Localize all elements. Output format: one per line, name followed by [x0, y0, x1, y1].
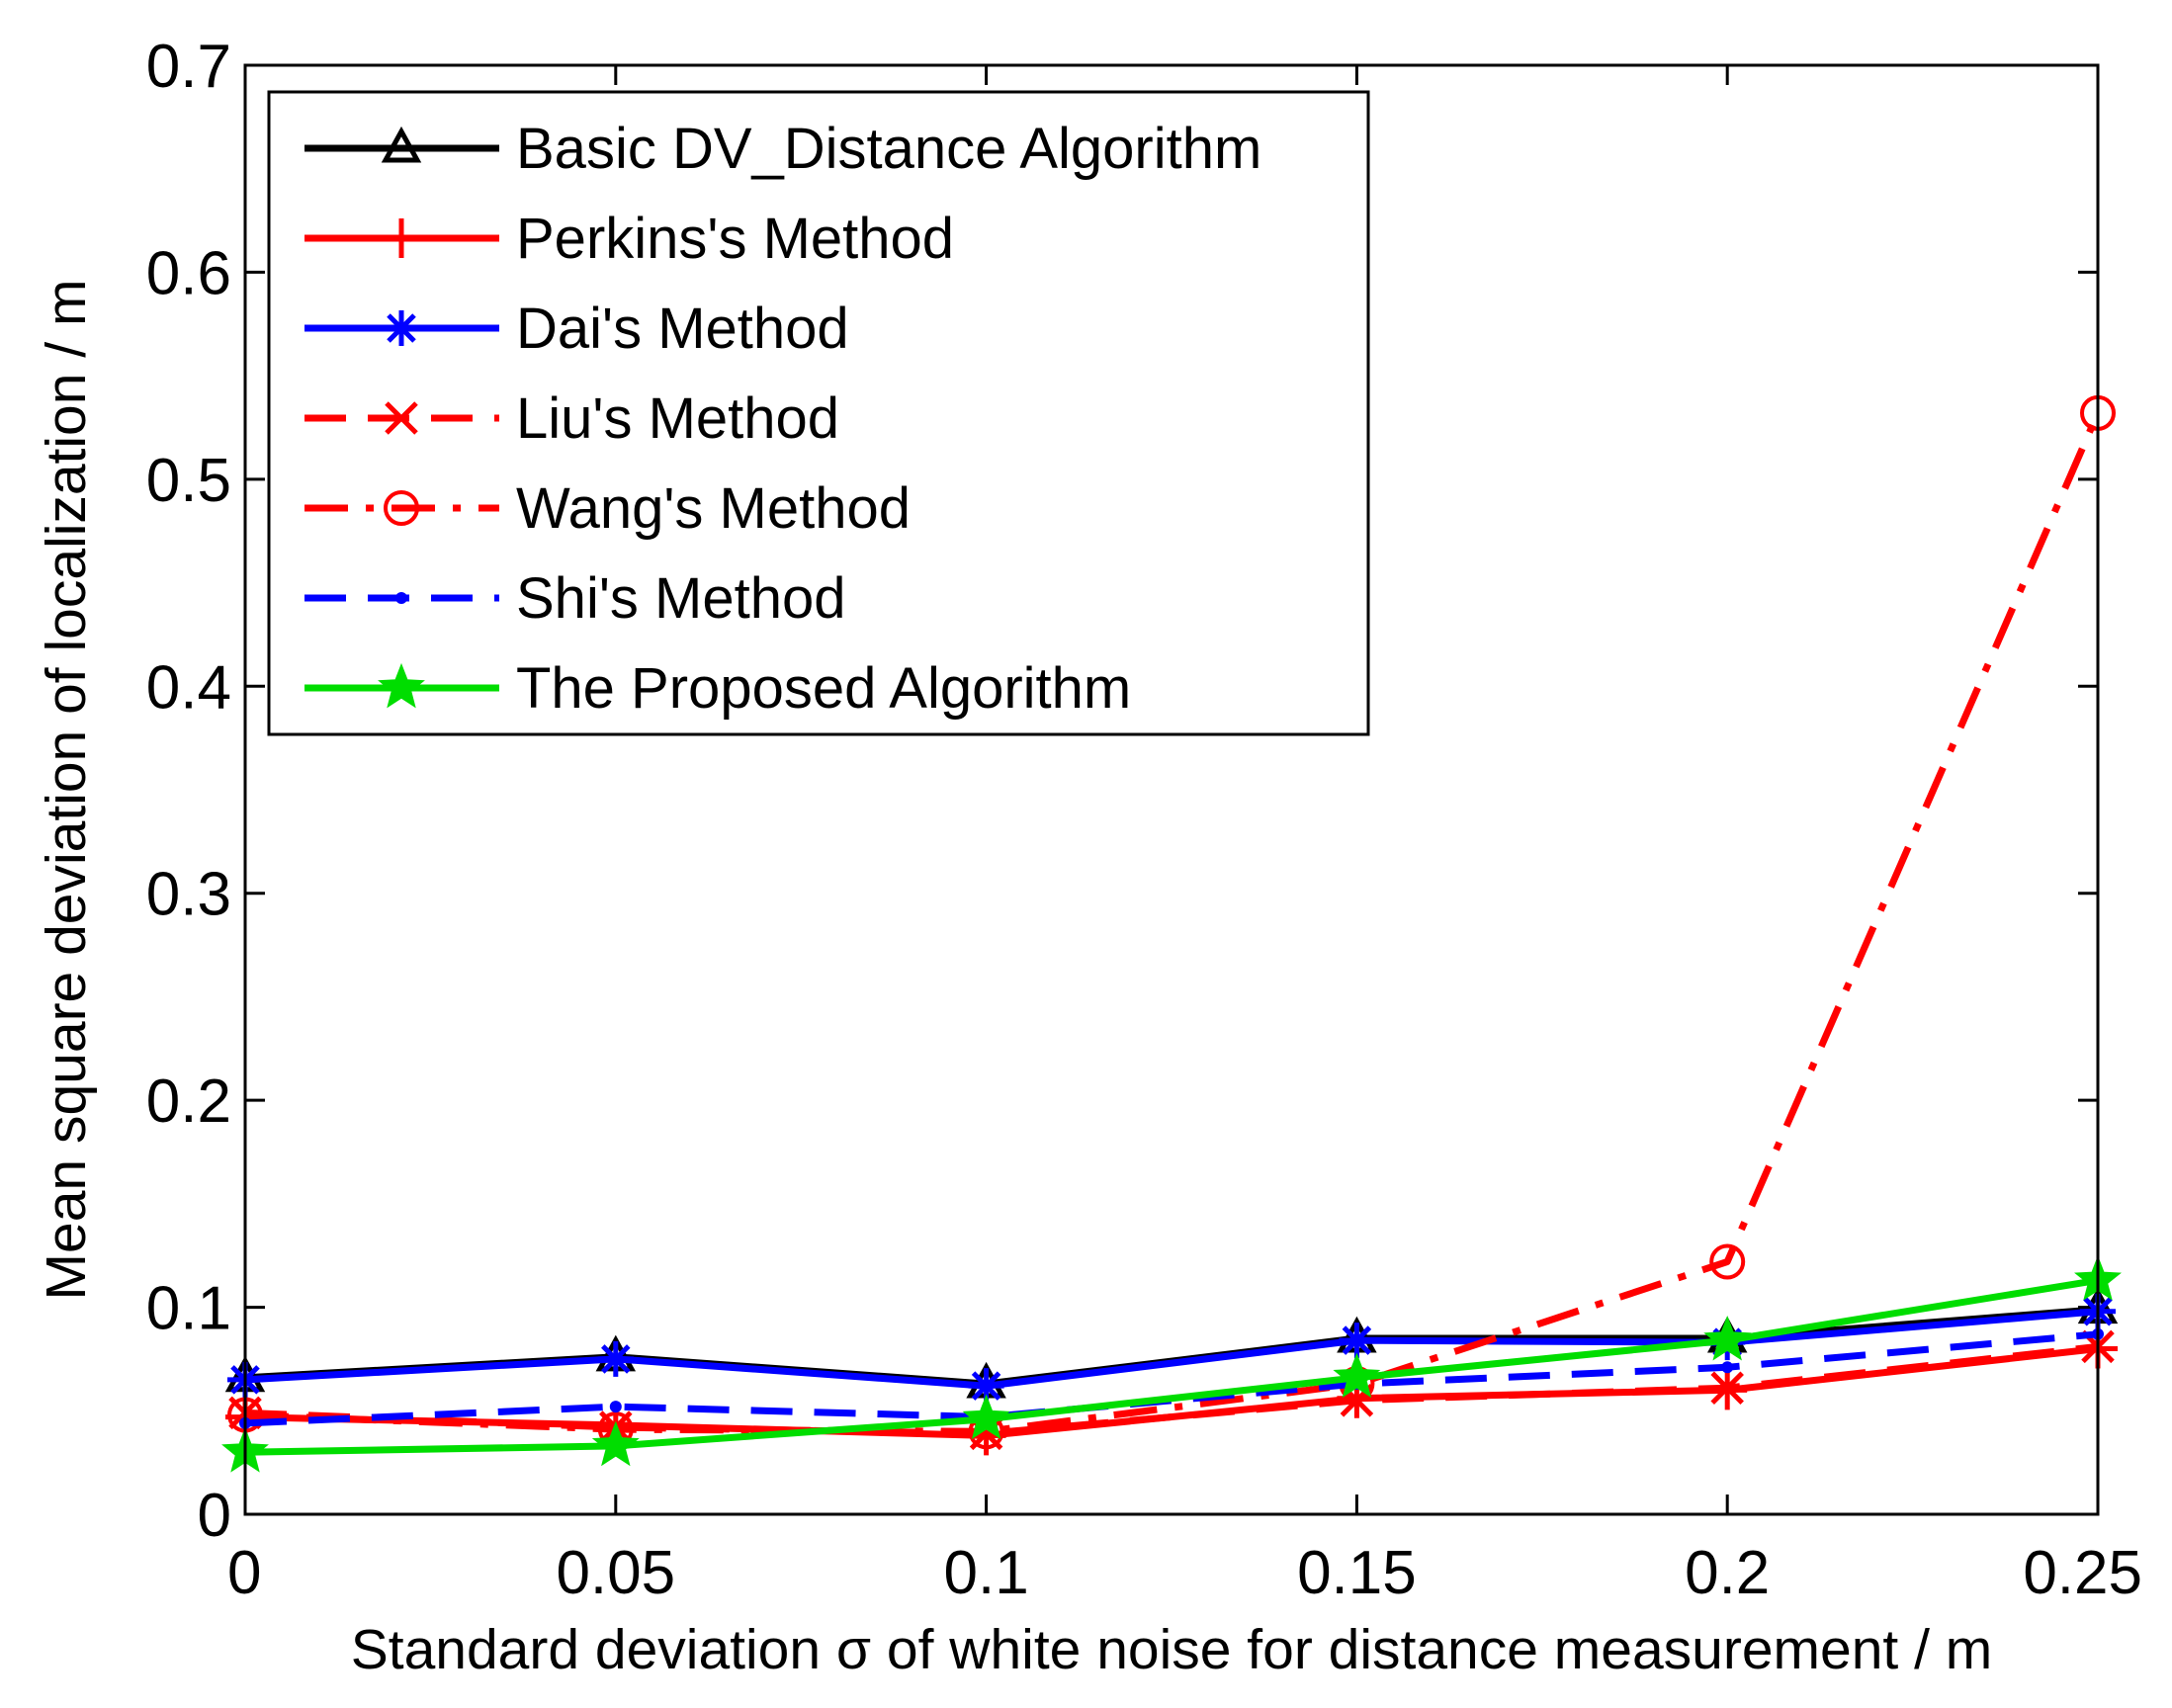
y-tick-label: 0 [198, 1482, 231, 1550]
legend-item-dai-s-method: Dai's Method [304, 297, 849, 361]
series-layer [221, 394, 2122, 1473]
legend-item-perkins-s-method: Perkins's Method [304, 207, 954, 271]
data-point [962, 1394, 1010, 1440]
y-tick-label: 0.5 [146, 447, 231, 515]
series-line [244, 1308, 2099, 1390]
legend-item-liu-s-method: Liu's Method [304, 386, 839, 451]
y-axis-tick-labels: 0 0.1 0.2 0.3 0.4 0.5 0.6 0.7 [146, 33, 231, 1550]
x-marker [385, 401, 418, 435]
y-tick-label: 0.7 [146, 33, 231, 101]
legend-item-wang-s-method: Wang's Method [304, 476, 911, 541]
series-the-proposed-algorithm [221, 1255, 2122, 1473]
pentagram-marker [1703, 1315, 1752, 1361]
data-point [1710, 1371, 1744, 1406]
series-line [244, 411, 2102, 1435]
legend-label: Perkins's Method [516, 207, 954, 271]
point-marker [609, 1401, 622, 1413]
series-line [244, 1276, 2099, 1456]
star-marker [1339, 1323, 1375, 1359]
x-axis-tick-labels: 0 0.05 0.1 0.15 0.2 0.25 [227, 1539, 2142, 1607]
x-marker [1710, 1371, 1744, 1406]
plus-marker [382, 218, 421, 258]
data-point [1333, 1352, 1381, 1399]
data-point [591, 1420, 640, 1467]
data-point [597, 1340, 634, 1377]
x-tick-label: 0 [227, 1539, 261, 1607]
star-marker [968, 1368, 1004, 1405]
y-tick-label: 0.6 [146, 239, 231, 307]
pentagram-marker [591, 1420, 640, 1467]
legend: Basic DV_Distance Algorithm Perkins's Met… [267, 90, 1370, 736]
x-tick-label: 0.05 [556, 1539, 675, 1607]
circle-marker [384, 490, 419, 526]
legend-item-shi-s-method: Shi's Method [304, 566, 845, 631]
legend-label: Wang's Method [516, 476, 911, 541]
legend-item-basic-dv-distance-algorithm: Basic DV_Distance Algorithm [304, 117, 1261, 181]
x-axis-title: Standard deviation σ of white noise for … [351, 1618, 1993, 1681]
y-axis-title: Mean square deviation of localization / … [35, 280, 98, 1301]
series-line [244, 1342, 2099, 1437]
series-liu-s-method [228, 1329, 2115, 1451]
series-line [244, 1330, 2099, 1427]
triangle-marker [381, 126, 422, 163]
star-marker [597, 1340, 634, 1377]
data-point [1703, 1315, 1752, 1361]
y-tick-label: 0.4 [146, 653, 231, 722]
data-point [1721, 1361, 1734, 1374]
pentagram-marker [1333, 1352, 1381, 1399]
legend-label: Shi's Method [516, 566, 845, 631]
series-dai-s-method [227, 1293, 2116, 1405]
point-marker [395, 592, 407, 604]
legend-label: Basic DV_Distance Algorithm [516, 117, 1261, 181]
circle-marker [1709, 1243, 1746, 1280]
axes-frame [243, 63, 2100, 1516]
data-point [1709, 1243, 1746, 1280]
series-line [244, 1306, 2099, 1388]
x-tick-label: 0.1 [943, 1539, 1028, 1607]
legend-label: Dai's Method [516, 297, 849, 361]
legend-label: Liu's Method [516, 386, 839, 451]
pentagram-marker [378, 662, 425, 709]
legend-item-the-proposed-algorithm: The Proposed Algorithm [304, 656, 1131, 721]
series-perkins-s-method [225, 1328, 2118, 1456]
y-tick-label: 0.1 [146, 1275, 231, 1343]
pentagram-marker [962, 1394, 1010, 1440]
star-marker [384, 310, 419, 346]
point-marker [1721, 1361, 1734, 1374]
x-tick-label: 0.2 [1685, 1539, 1770, 1607]
data-point [1339, 1323, 1375, 1359]
x-tick-label: 0.25 [2023, 1539, 2142, 1607]
x-tick-label: 0.15 [1297, 1539, 1417, 1607]
y-tick-label: 0.3 [146, 861, 231, 929]
legend-label: The Proposed Algorithm [516, 656, 1131, 721]
y-tick-label: 0.2 [146, 1068, 231, 1136]
data-point [968, 1368, 1004, 1405]
data-point [609, 1401, 622, 1413]
legend-box [267, 90, 1370, 736]
